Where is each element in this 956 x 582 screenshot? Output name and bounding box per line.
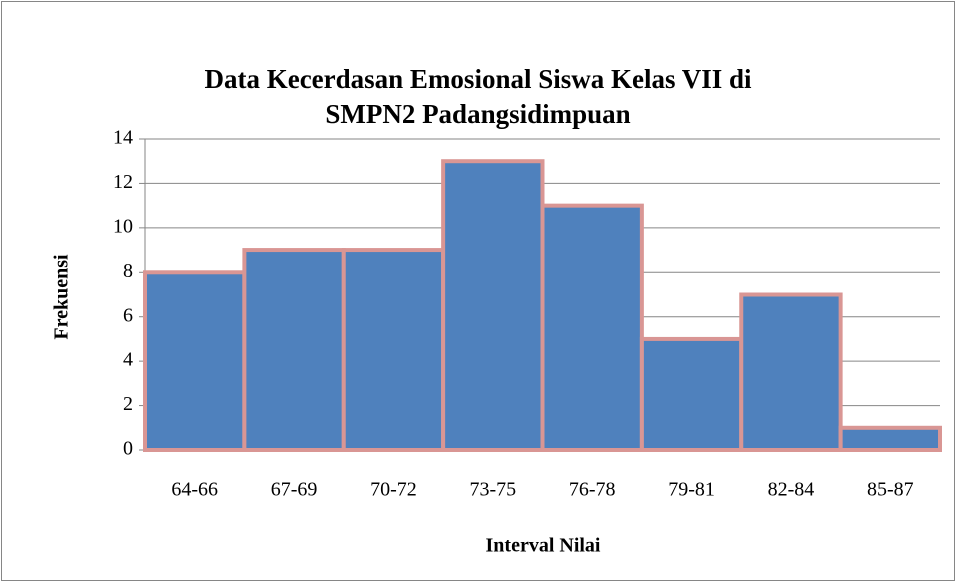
- y-tick-label: 12: [113, 171, 133, 193]
- bar: [639, 336, 744, 452]
- y-tick-label: 8: [123, 260, 133, 282]
- x-tick-label: 64-66: [171, 479, 218, 501]
- bar: [242, 248, 346, 452]
- y-tick-label: 0: [123, 438, 133, 460]
- y-axis-label: Frekuensi: [51, 254, 73, 340]
- bar: [441, 159, 545, 452]
- y-tick-label: 4: [123, 349, 133, 371]
- x-tick-label: 70-72: [370, 479, 417, 501]
- y-tick-label: 10: [113, 215, 133, 237]
- y-tick-label: 2: [123, 393, 133, 415]
- bar: [143, 270, 247, 452]
- x-tick-label: 67-69: [271, 479, 318, 501]
- y-tick-label: 6: [123, 304, 133, 326]
- bar: [540, 203, 644, 452]
- bar: [341, 248, 446, 452]
- x-tick-label: 76-78: [569, 479, 616, 501]
- chart-title: Data Kecerdasan Emosional Siswa Kelas VI…: [204, 64, 752, 129]
- x-tick-label: 85-87: [867, 479, 914, 501]
- bar: [739, 292, 843, 452]
- x-tick-label: 82-84: [768, 479, 815, 501]
- x-tick-label: 73-75: [469, 479, 516, 501]
- bar: [838, 425, 942, 452]
- y-tick-label: 14: [113, 127, 133, 149]
- x-tick-label: 79-81: [668, 479, 715, 501]
- x-axis-label: Interval Nilai: [486, 535, 601, 557]
